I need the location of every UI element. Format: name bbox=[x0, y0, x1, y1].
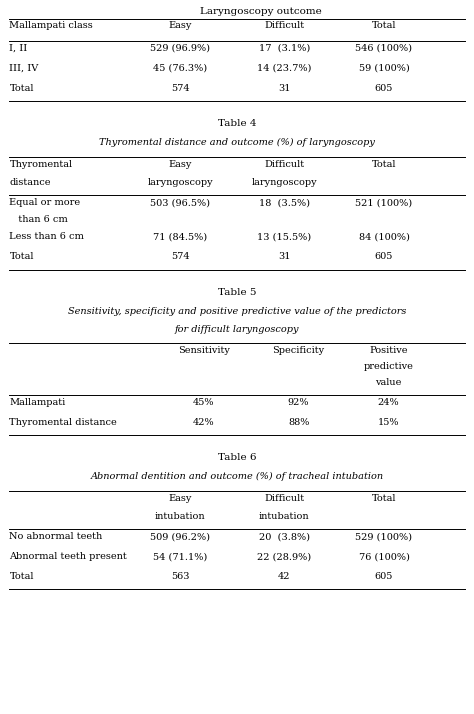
Text: Table 6: Table 6 bbox=[218, 453, 256, 463]
Text: Abnormal dentition and outcome (%) of tracheal intubation: Abnormal dentition and outcome (%) of tr… bbox=[91, 473, 383, 481]
Text: distance: distance bbox=[9, 178, 51, 186]
Text: Total: Total bbox=[372, 494, 396, 503]
Text: Positive: Positive bbox=[369, 346, 408, 355]
Text: 605: 605 bbox=[375, 252, 393, 261]
Text: 20  (3.8%): 20 (3.8%) bbox=[259, 532, 310, 541]
Text: 529 (100%): 529 (100%) bbox=[356, 532, 412, 541]
Text: Easy: Easy bbox=[168, 494, 192, 503]
Text: 546 (100%): 546 (100%) bbox=[356, 44, 412, 53]
Text: 521 (100%): 521 (100%) bbox=[356, 198, 412, 207]
Text: 42%: 42% bbox=[193, 418, 215, 427]
Text: predictive: predictive bbox=[364, 362, 414, 371]
Text: Thyromental distance and outcome (%) of laryngoscopy: Thyromental distance and outcome (%) of … bbox=[99, 139, 375, 147]
Text: 22 (28.9%): 22 (28.9%) bbox=[257, 552, 311, 561]
Text: Thyromental: Thyromental bbox=[9, 160, 73, 169]
Text: 17  (3.1%): 17 (3.1%) bbox=[259, 44, 310, 53]
Text: Equal or more: Equal or more bbox=[9, 198, 81, 207]
Text: 605: 605 bbox=[375, 84, 393, 93]
Text: Sensitivity: Sensitivity bbox=[178, 346, 230, 355]
Text: Total: Total bbox=[9, 572, 34, 581]
Text: 529 (96.9%): 529 (96.9%) bbox=[150, 44, 210, 53]
Text: Difficult: Difficult bbox=[264, 21, 304, 30]
Text: 76 (100%): 76 (100%) bbox=[358, 552, 410, 561]
Text: Thyromental distance: Thyromental distance bbox=[9, 418, 117, 427]
Text: Abnormal teeth present: Abnormal teeth present bbox=[9, 552, 127, 561]
Text: 509 (96.2%): 509 (96.2%) bbox=[150, 532, 210, 541]
Text: Mallampati class: Mallampati class bbox=[9, 21, 93, 30]
Text: Specificity: Specificity bbox=[273, 346, 325, 355]
Text: Easy: Easy bbox=[168, 21, 192, 30]
Text: 605: 605 bbox=[375, 572, 393, 581]
Text: Mallampati: Mallampati bbox=[9, 398, 66, 407]
Text: 574: 574 bbox=[171, 84, 190, 93]
Text: Total: Total bbox=[372, 160, 396, 169]
Text: 574: 574 bbox=[171, 252, 190, 261]
Text: 18  (3.5%): 18 (3.5%) bbox=[259, 198, 310, 207]
Text: for difficult laryngoscopy: for difficult laryngoscopy bbox=[175, 325, 299, 333]
Text: Sensitivity, specificity and positive predictive value of the predictors: Sensitivity, specificity and positive pr… bbox=[68, 307, 406, 316]
Text: Total: Total bbox=[9, 252, 34, 261]
Text: 14 (23.7%): 14 (23.7%) bbox=[257, 64, 311, 73]
Text: Table 5: Table 5 bbox=[218, 288, 256, 297]
Text: Laryngoscopy outcome: Laryngoscopy outcome bbox=[200, 7, 321, 16]
Text: I, II: I, II bbox=[9, 44, 28, 53]
Text: 24%: 24% bbox=[378, 398, 400, 407]
Text: 15%: 15% bbox=[378, 418, 400, 427]
Text: Easy: Easy bbox=[168, 160, 192, 169]
Text: Total: Total bbox=[9, 84, 34, 93]
Text: Total: Total bbox=[372, 21, 396, 30]
Text: Table 4: Table 4 bbox=[218, 119, 256, 129]
Text: No abnormal teeth: No abnormal teeth bbox=[9, 532, 103, 541]
Text: Difficult: Difficult bbox=[264, 160, 304, 169]
Text: 503 (96.5%): 503 (96.5%) bbox=[150, 198, 210, 207]
Text: 45%: 45% bbox=[193, 398, 215, 407]
Text: intubation: intubation bbox=[259, 512, 310, 521]
Text: 42: 42 bbox=[278, 572, 291, 581]
Text: III, IV: III, IV bbox=[9, 64, 39, 73]
Text: laryngoscopy: laryngoscopy bbox=[147, 178, 213, 186]
Text: 45 (76.3%): 45 (76.3%) bbox=[153, 64, 207, 73]
Text: 54 (71.1%): 54 (71.1%) bbox=[153, 552, 207, 561]
Text: 31: 31 bbox=[278, 84, 291, 93]
Text: laryngoscopy: laryngoscopy bbox=[252, 178, 317, 186]
Text: 59 (100%): 59 (100%) bbox=[358, 64, 410, 73]
Text: 88%: 88% bbox=[288, 418, 310, 427]
Text: 31: 31 bbox=[278, 252, 291, 261]
Text: 92%: 92% bbox=[288, 398, 310, 407]
Text: value: value bbox=[375, 378, 402, 388]
Text: than 6 cm: than 6 cm bbox=[9, 215, 68, 224]
Text: 84 (100%): 84 (100%) bbox=[358, 232, 410, 241]
Text: 13 (15.5%): 13 (15.5%) bbox=[257, 232, 311, 241]
Text: 563: 563 bbox=[171, 572, 190, 581]
Text: 71 (84.5%): 71 (84.5%) bbox=[153, 232, 207, 241]
Text: intubation: intubation bbox=[155, 512, 205, 521]
Text: Difficult: Difficult bbox=[264, 494, 304, 503]
Text: Less than 6 cm: Less than 6 cm bbox=[9, 232, 84, 241]
